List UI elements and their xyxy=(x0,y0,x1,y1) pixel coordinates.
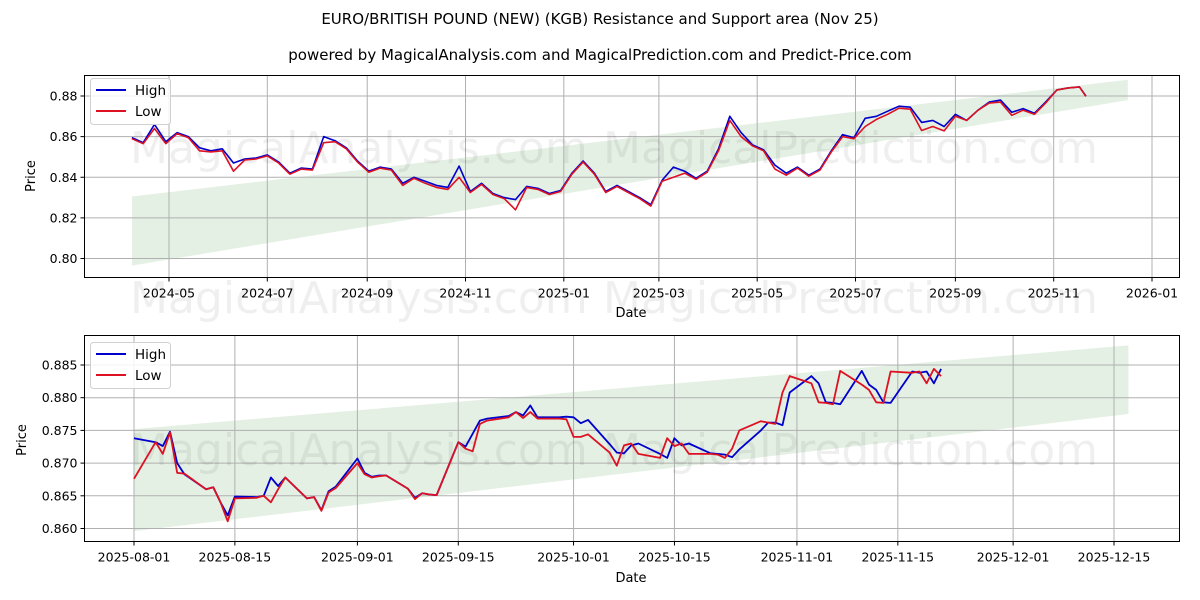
x-tick-label: 2024-09 xyxy=(341,286,393,301)
y-tick-label: 0.865 xyxy=(42,488,78,503)
watermark-analysis: MagicalAnalysis.com xyxy=(130,425,588,476)
legend-high-label: High xyxy=(135,83,166,99)
y-tick-label: 0.880 xyxy=(42,390,78,405)
high-price-line xyxy=(133,368,942,517)
x-tick-label: 2024-07 xyxy=(241,286,293,301)
y-axis: 0.860 0.865 0.870 0.875 0.880 0.885 xyxy=(42,358,85,536)
x-tick-label: 2025-09-15 xyxy=(422,550,495,565)
x-tick-label: 2024-11 xyxy=(439,286,491,301)
y-tick-label: 0.875 xyxy=(42,423,78,438)
x-tick-label: 2025-09-01 xyxy=(321,550,394,565)
x-tick-label: 2025-12-15 xyxy=(1078,550,1151,565)
watermark-analysis-lower: MagicalAnalysis.com xyxy=(130,273,588,324)
y-tick-label: 0.88 xyxy=(50,89,78,104)
high-price-line xyxy=(131,86,1087,206)
x-tick-label: 2025-09 xyxy=(929,286,981,301)
x-tick-label: 2025-01 xyxy=(538,286,590,301)
x-axis: 2024-05 2024-07 2024-09 2024-11 2025-01 2025-… xyxy=(143,277,1178,301)
x-tick-label: 2024-05 xyxy=(143,286,195,301)
plot-frame xyxy=(84,75,1180,278)
band-area xyxy=(134,345,1129,532)
y-tick-label: 0.84 xyxy=(50,170,78,185)
low-price-line xyxy=(131,86,1087,211)
support-resistance-band xyxy=(134,345,1129,532)
y-axis-label: Price xyxy=(15,424,30,456)
grid-lines xyxy=(84,335,1180,542)
x-tick-label: 2025-11-15 xyxy=(861,550,934,565)
x-tick-label: 2025-11 xyxy=(1028,286,1080,301)
legend-high-label: High xyxy=(135,347,166,363)
y-axis: 0.80 0.82 0.84 0.86 0.88 xyxy=(50,89,85,266)
y-axis-label: Price xyxy=(24,160,39,192)
x-axis-label: Date xyxy=(615,306,646,321)
legend-low-label: Low xyxy=(135,368,162,384)
watermark-analysis: MagicalAnalysis.com xyxy=(130,123,588,174)
x-tick-label: 2025-12-01 xyxy=(977,550,1050,565)
chart-subtitle: powered by MagicalAnalysis.com and Magic… xyxy=(288,46,912,64)
x-tick-label: 2025-08-01 xyxy=(98,550,171,565)
support-resistance-band xyxy=(131,79,1128,266)
plot-frame xyxy=(84,335,1180,542)
legend: High Low xyxy=(90,78,171,125)
watermark-prediction: MagicalPrediction.com xyxy=(603,123,1098,174)
legend: High Low xyxy=(90,342,171,389)
grid-lines xyxy=(84,75,1180,278)
y-tick-label: 0.80 xyxy=(50,251,78,266)
y-tick-label: 0.82 xyxy=(50,210,78,225)
y-tick-label: 0.86 xyxy=(50,129,78,144)
x-tick-label: 2025-07 xyxy=(829,286,881,301)
recent-zoom-chart: MagicalAnalysis.com MagicalPrediction.co… xyxy=(15,335,1180,586)
x-tick-label: 2025-05 xyxy=(731,286,783,301)
x-tick-label: 2025-11-01 xyxy=(761,550,834,565)
x-axis-label: Date xyxy=(615,571,646,586)
full-history-chart: MagicalAnalysis.com MagicalPrediction.co… xyxy=(24,75,1180,324)
y-tick-label: 0.860 xyxy=(42,521,78,536)
watermark-prediction-lower: MagicalPrediction.com xyxy=(603,273,1098,324)
y-tick-label: 0.885 xyxy=(42,358,78,373)
x-tick-label: 2025-03 xyxy=(633,286,685,301)
x-tick-label: 2026-01 xyxy=(1126,286,1178,301)
legend-low-label: Low xyxy=(135,104,162,120)
x-tick-label: 2025-08-15 xyxy=(199,550,272,565)
watermark-prediction: MagicalPrediction.com xyxy=(603,425,1098,476)
x-tick-label: 2025-10-01 xyxy=(537,550,610,565)
x-tick-label: 2025-10-15 xyxy=(638,550,711,565)
x-axis: 2025-08-01 2025-08-15 2025-09-01 2025-09-15… xyxy=(98,541,1151,565)
low-price-line xyxy=(133,367,942,523)
band-area xyxy=(131,79,1128,266)
chart-title: EURO/BRITISH POUND (NEW) (KGB) Resistanc… xyxy=(321,10,879,28)
y-tick-label: 0.870 xyxy=(42,456,78,471)
